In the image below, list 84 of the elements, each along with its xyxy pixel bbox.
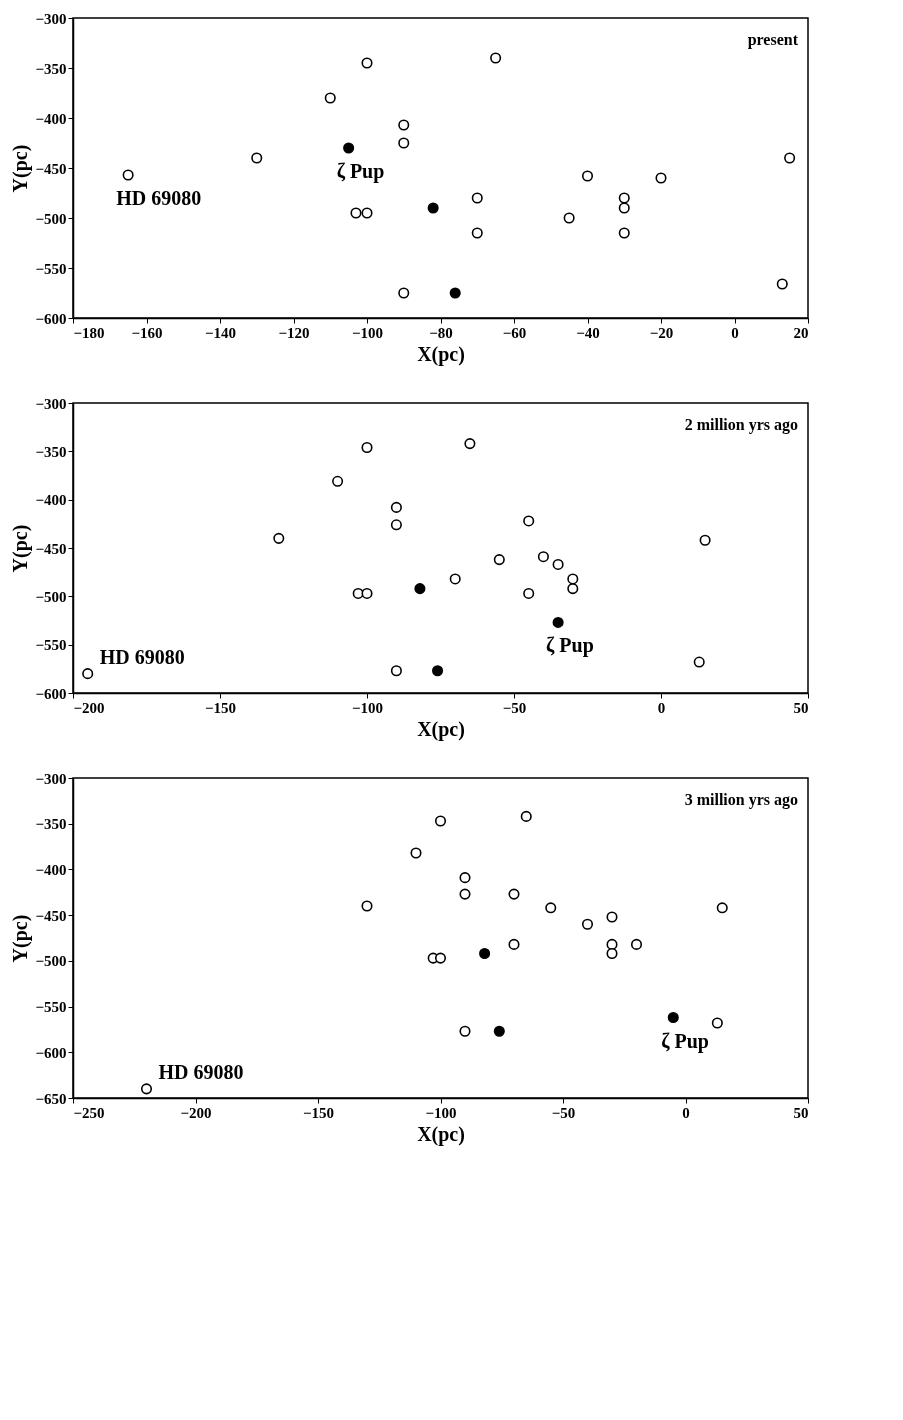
y-tick-label: −450 — [35, 540, 67, 557]
point — [343, 142, 355, 154]
annotation: 2 million yrs ago — [684, 416, 798, 434]
y-tick-label: −550 — [35, 260, 67, 277]
y-tick-label: −450 — [35, 160, 67, 177]
point — [350, 207, 362, 219]
point — [449, 287, 461, 299]
point — [471, 192, 483, 204]
annotation: HD 69080 — [116, 187, 202, 209]
x-tick-label: −200 — [73, 699, 105, 716]
point — [776, 278, 788, 290]
y-tick-label: −500 — [35, 953, 67, 970]
x-tick-label: 20 — [793, 324, 809, 341]
y-tick-label: −550 — [35, 637, 67, 654]
annotation: HD 69080 — [99, 645, 185, 668]
point — [563, 212, 575, 224]
x-tick-label: 50 — [793, 1104, 809, 1121]
y-tick-label: −650 — [35, 1090, 67, 1107]
x-tick-label: −100 — [425, 1104, 457, 1121]
x-tick-label: −60 — [502, 324, 527, 341]
x-tick-label: −120 — [278, 324, 310, 341]
x-tick-label: −100 — [351, 324, 384, 341]
point — [361, 57, 373, 69]
y-tick-label: −300 — [35, 10, 67, 27]
x-axis-title: X(pc) — [417, 342, 465, 366]
y-axis-title: Y(pc) — [9, 914, 33, 963]
annotation: ζ Pup — [661, 1029, 709, 1053]
annotation: ζ Pup — [336, 160, 385, 183]
x-tick-label: −180 — [73, 324, 105, 341]
point — [471, 227, 483, 239]
x-tick-label: 50 — [793, 699, 809, 716]
x-tick-label: −150 — [204, 699, 237, 716]
x-tick-label: −50 — [502, 699, 527, 716]
annotation: present — [747, 31, 799, 49]
x-tick-label: −250 — [73, 1104, 105, 1121]
y-tick-label: −600 — [35, 685, 67, 702]
x-tick-label: 0 — [682, 1104, 690, 1121]
point — [618, 192, 630, 204]
point — [122, 169, 134, 181]
point — [398, 287, 410, 299]
y-tick-label: −350 — [35, 816, 67, 833]
x-tick-label: −40 — [576, 324, 600, 341]
point — [618, 227, 630, 239]
point — [618, 202, 630, 214]
point — [398, 137, 410, 149]
point — [784, 152, 796, 164]
y-tick-label: −450 — [35, 907, 67, 924]
y-tick-label: −400 — [35, 110, 67, 127]
y-tick-label: −350 — [35, 443, 67, 460]
y-tick-label: −400 — [35, 492, 67, 509]
x-tick-label: −150 — [302, 1104, 335, 1121]
x-tick-label: −80 — [429, 324, 453, 341]
annotation: ζ Pup — [546, 634, 594, 658]
y-tick-label: −600 — [35, 1044, 67, 1061]
point — [251, 152, 263, 164]
y-axis-title: Y(pc) — [9, 144, 33, 193]
annotation: 3 million yrs ago — [684, 791, 798, 809]
point — [398, 119, 410, 131]
point — [490, 52, 502, 64]
y-tick-label: −500 — [35, 588, 67, 605]
x-tick-label: 0 — [731, 324, 739, 341]
x-tick-label: −160 — [131, 324, 163, 341]
x-tick-label: −100 — [351, 699, 384, 716]
x-tick-label: −50 — [551, 1104, 576, 1121]
y-tick-label: −550 — [35, 999, 67, 1016]
point — [427, 202, 439, 214]
point — [581, 170, 594, 182]
point — [361, 207, 373, 219]
y-tick-label: −300 — [35, 770, 67, 787]
x-tick-label: −140 — [204, 324, 237, 341]
annotation: HD 69080 — [158, 1060, 244, 1083]
y-tick-label: −300 — [35, 395, 67, 412]
y-tick-label: −400 — [35, 861, 67, 878]
point — [324, 92, 336, 104]
x-axis-title: X(pc) — [417, 717, 465, 741]
x-axis-title: X(pc) — [417, 1122, 465, 1146]
y-tick-label: −350 — [35, 60, 67, 77]
y-tick-label: −600 — [35, 310, 67, 327]
y-axis-title: Y(pc) — [9, 524, 33, 573]
x-tick-label: 0 — [657, 699, 666, 716]
x-tick-label: −200 — [180, 1104, 212, 1121]
y-tick-label: −500 — [35, 210, 67, 227]
x-tick-label: −20 — [649, 324, 674, 341]
point — [655, 172, 667, 184]
